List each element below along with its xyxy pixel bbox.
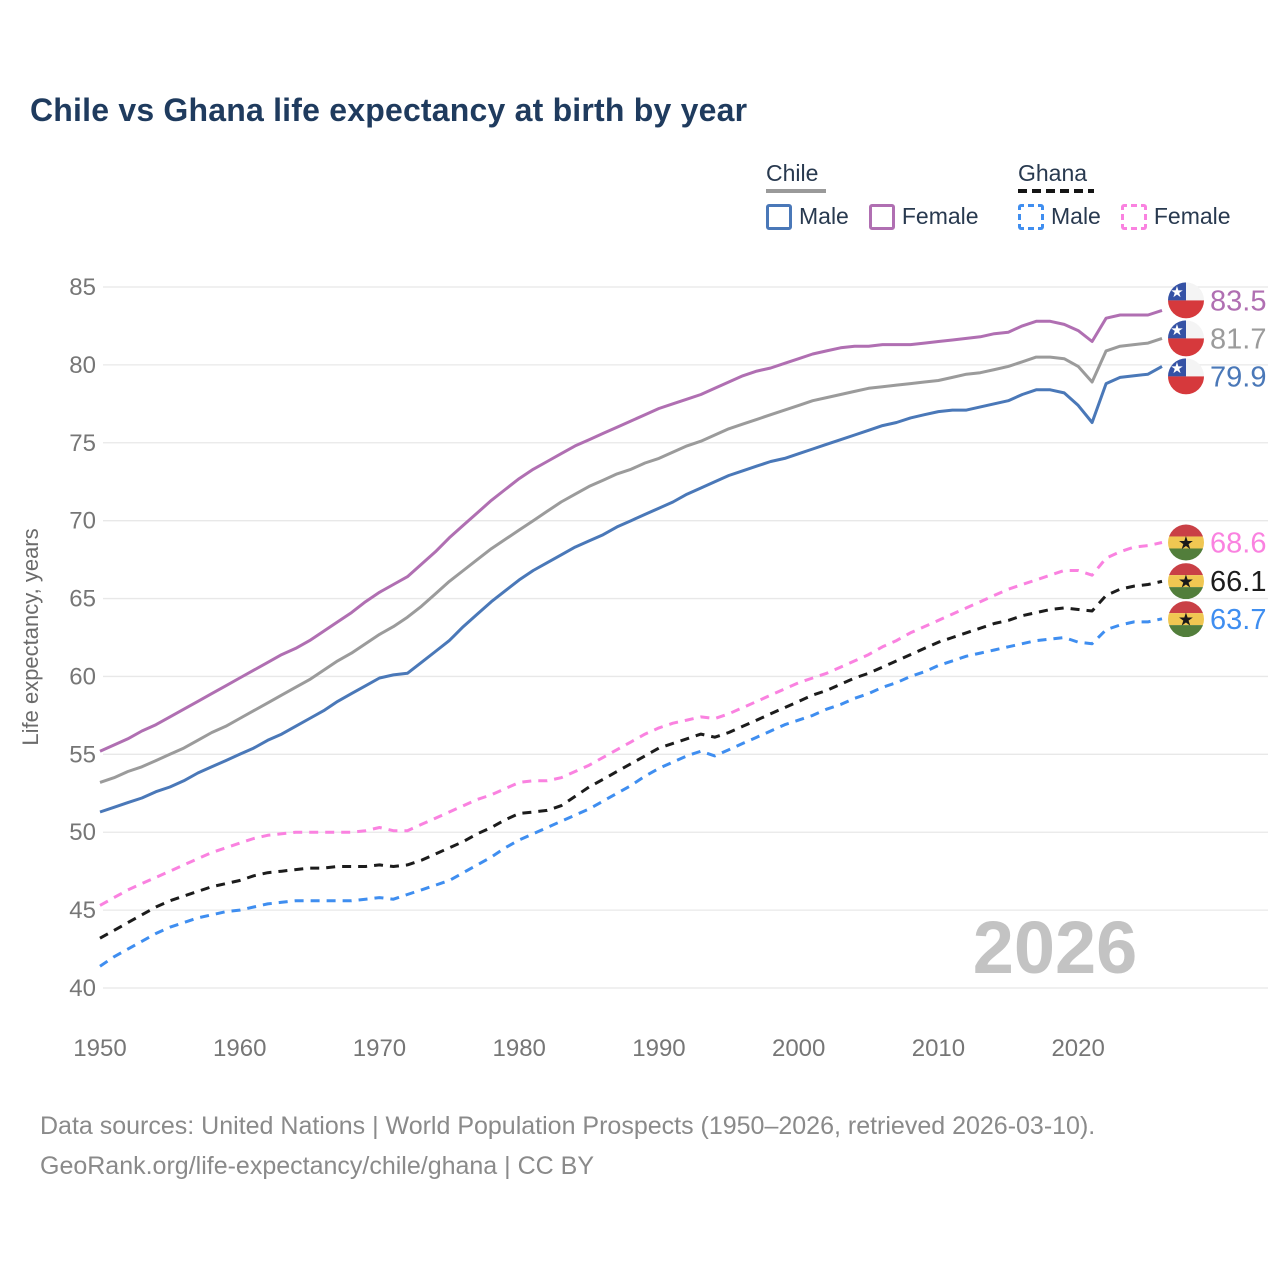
y-tick-label: 50 — [69, 819, 96, 846]
series-line-chile-male — [99, 365, 1163, 814]
legend-group-ghana: Ghana Male Female — [1018, 160, 1231, 230]
y-tick-label: 75 — [69, 430, 96, 457]
y-axis-title: Life expectancy, years — [18, 528, 43, 745]
x-tick-label: 1950 — [73, 1035, 126, 1062]
end-value-label-chile-female: 83.5 — [1210, 285, 1266, 317]
ghana-male-swatch-icon — [1018, 203, 1044, 230]
series-line-ghana-female — [99, 541, 1163, 907]
footer: Data sources: United Nations | World Pop… — [40, 1106, 1095, 1186]
chile-male-swatch-icon — [766, 203, 792, 230]
svg-text:★: ★ — [1178, 610, 1194, 630]
chart-title: Chile vs Ghana life expectancy at birth … — [30, 92, 748, 128]
end-value-label-chile-male: 79.9 — [1210, 361, 1266, 393]
x-tick-label: 1970 — [353, 1035, 406, 1062]
svg-text:★: ★ — [1170, 284, 1183, 301]
x-tick-label: 2000 — [772, 1035, 825, 1062]
legend-item-ghana-female: Female — [1120, 203, 1231, 230]
svg-text:★: ★ — [1170, 322, 1183, 339]
series-line-chile-total — [99, 336, 1163, 784]
x-tick-label: 2020 — [1051, 1035, 1104, 1062]
footer-data-sources: Data sources: United Nations | World Pop… — [40, 1112, 1096, 1140]
legend-item-chile-female: Female — [868, 203, 979, 230]
end-value-label-ghana-male: 63.7 — [1210, 604, 1266, 636]
watermark-year: 2026 — [973, 906, 1138, 989]
legend-item-ghana-male: Male — [1018, 203, 1101, 230]
chile-flag-icon: ★ — [1168, 320, 1204, 357]
y-tick-label: 55 — [69, 741, 96, 768]
legend-chile-male-label: Male — [799, 203, 849, 229]
series-line-ghana-total — [99, 579, 1163, 940]
y-tick-label: 70 — [69, 508, 96, 535]
svg-text:★: ★ — [1178, 572, 1194, 592]
chile-female-swatch-icon — [868, 203, 895, 230]
y-tick-label: 40 — [69, 975, 96, 1002]
ghana-flag-icon: ★ — [1168, 601, 1204, 638]
legend-ghana-total-line-key — [1018, 189, 1094, 193]
series-line-chile-female — [99, 308, 1163, 753]
y-tick-label: 45 — [69, 897, 96, 924]
legend-item-chile-male: Male — [766, 203, 849, 230]
ghana-flag-icon: ★ — [1168, 563, 1204, 600]
legend: Chile Male Female Ghana Male Female — [0, 160, 1280, 240]
chile-flag-icon: ★ — [1168, 282, 1204, 319]
end-value-label-ghana-female: 68.6 — [1210, 527, 1266, 559]
footer-attribution: GeoRank.org/life-expectancy/chile/ghana … — [40, 1152, 595, 1180]
y-tick-label: 65 — [69, 586, 96, 613]
ghana-flag-icon: ★ — [1168, 524, 1204, 561]
end-value-label-ghana-total: 66.1 — [1210, 566, 1266, 598]
legend-group-chile: Chile Male Female — [766, 160, 979, 230]
end-value-label-chile-total: 81.7 — [1210, 323, 1266, 355]
legend-ghana-female-label: Female — [1153, 203, 1231, 229]
y-tick-label: 85 — [69, 274, 96, 301]
y-tick-label: 60 — [69, 663, 96, 690]
svg-text:★: ★ — [1170, 360, 1183, 377]
legend-chile-header: Chile — [766, 160, 819, 186]
x-tick-label: 1980 — [493, 1035, 546, 1062]
x-tick-label: 2010 — [912, 1035, 965, 1062]
y-tick-label: 80 — [69, 352, 96, 379]
svg-text:★: ★ — [1178, 533, 1194, 553]
legend-ghana-male-label: Male — [1051, 203, 1101, 229]
x-tick-label: 1990 — [632, 1035, 685, 1062]
ghana-female-swatch-icon — [1120, 203, 1147, 230]
x-tick-label: 1960 — [213, 1035, 266, 1062]
legend-ghana-header: Ghana — [1018, 160, 1088, 186]
chile-flag-icon: ★ — [1168, 358, 1204, 395]
legend-chile-female-label: Female — [901, 203, 979, 229]
legend-chile-total-line-key — [766, 189, 826, 193]
